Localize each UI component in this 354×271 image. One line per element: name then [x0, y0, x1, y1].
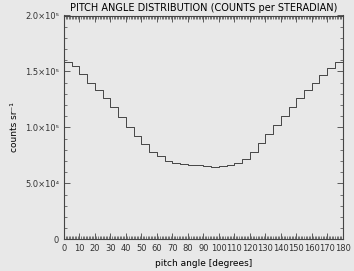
Title: PITCH ANGLE DISTRIBUTION (COUNTS per STERADIAN): PITCH ANGLE DISTRIBUTION (COUNTS per STE… [70, 3, 337, 13]
X-axis label: pitch angle [degrees]: pitch angle [degrees] [155, 259, 252, 268]
Y-axis label: counts sr⁻¹: counts sr⁻¹ [10, 102, 19, 152]
